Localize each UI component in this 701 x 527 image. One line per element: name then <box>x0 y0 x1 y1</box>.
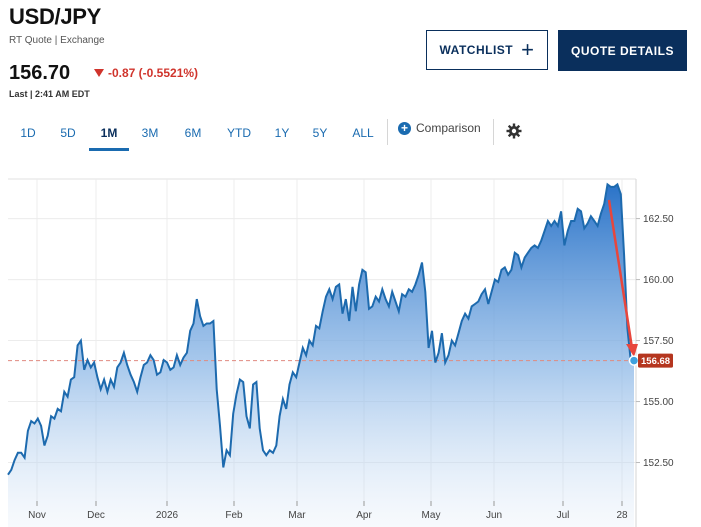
x-tick-label: Mar <box>288 510 306 521</box>
x-tick-label: 2026 <box>156 510 179 521</box>
plus-icon: + <box>521 37 535 62</box>
last-price: 156.70 <box>9 62 71 84</box>
last-price-marker <box>628 355 640 366</box>
y-tick-label: 157.50 <box>643 336 674 347</box>
price-change-value: -0.87 (-0.5521%) <box>108 66 199 80</box>
time-range-tabs: 1D 5D 1M 3M 6M YTD 1Y 5Y ALL <box>9 117 529 151</box>
down-arrow-icon <box>94 69 104 77</box>
quote-details-button[interactable]: QUOTE DETAILS <box>558 30 687 71</box>
watchlist-button-label: WATCHLIST <box>439 43 514 57</box>
x-tick-label: 28 <box>616 510 628 521</box>
quote-source: RT Quote | Exchange <box>9 35 105 46</box>
comparison-button[interactable]: + Comparison <box>398 121 481 135</box>
y-tick-label: 162.50 <box>643 214 674 225</box>
y-tick-label: 155.00 <box>643 397 674 408</box>
current-price-tag-label: 156.68 <box>641 356 670 367</box>
gear-icon[interactable] <box>506 123 522 139</box>
trend-arrow-icon <box>626 344 638 357</box>
x-tick-label: Jun <box>486 510 502 521</box>
y-tick-label: 160.00 <box>643 275 674 286</box>
x-tick-label: Nov <box>28 510 46 521</box>
y-tick-label: 152.50 <box>643 458 674 469</box>
x-tick-label: Apr <box>356 510 372 521</box>
comparison-label: Comparison <box>416 121 481 135</box>
watchlist-button[interactable]: WATCHLIST + <box>426 30 548 70</box>
tab-divider <box>493 119 494 145</box>
x-tick-label: May <box>422 510 441 521</box>
tab-3m[interactable]: 3M <box>141 125 159 140</box>
tab-all[interactable]: ALL <box>352 125 374 140</box>
price-area <box>8 184 634 527</box>
x-tick-label: Jul <box>557 510 570 521</box>
x-tick-label: Feb <box>225 510 243 521</box>
price-change: -0.87 (-0.5521%) <box>94 66 198 80</box>
tab-ytd[interactable]: YTD <box>227 125 251 140</box>
tab-1m[interactable]: 1M <box>89 117 129 151</box>
tab-1y[interactable]: 1Y <box>274 125 290 140</box>
add-circle-icon: + <box>398 121 411 135</box>
price-chart: 152.50 155.00 157.50 160.00 162.50 Nov Dec 202… <box>7 178 674 527</box>
tab-1d[interactable]: 1D <box>20 125 36 140</box>
current-price-tag: 156.68 <box>638 353 673 368</box>
tab-6m[interactable]: 6M <box>184 125 202 140</box>
x-tick-label: Dec <box>87 510 105 521</box>
tab-5d[interactable]: 5D <box>60 125 76 140</box>
trend-arrow-shaft <box>607 199 634 349</box>
price-line <box>7 182 635 476</box>
tab-divider <box>387 119 388 145</box>
page-title: USD/JPY <box>9 4 102 29</box>
tab-5y[interactable]: 5Y <box>312 125 328 140</box>
last-update-time: Last | 2:41 AM EDT <box>9 89 90 99</box>
